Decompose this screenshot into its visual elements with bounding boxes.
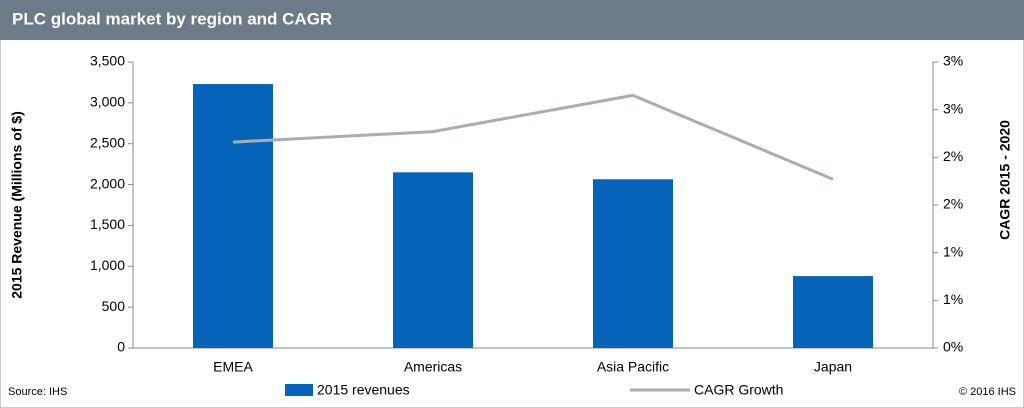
y2-tick-label: 3% (943, 100, 963, 116)
x-tick-label: Asia Pacific (597, 359, 669, 375)
y-axis-title: 2015 Revenue (Millions of $) (9, 111, 25, 299)
y2-axis-title: CAGR 2015 - 2020 (997, 120, 1013, 240)
y2-tick-label: 1% (943, 243, 963, 259)
y-tick-label: 2,000 (90, 175, 125, 191)
y2-tick-label: 2% (943, 196, 963, 212)
line (232, 93, 834, 181)
y-tick-label: 0 (117, 339, 125, 355)
x-tick-label: Americas (404, 359, 462, 375)
y-tick-label: 3,000 (90, 94, 125, 110)
x-tick-label: EMEA (213, 359, 253, 375)
legend-label: 2015 revenues (317, 382, 410, 398)
y2-tick-label: 3% (943, 53, 963, 69)
y2-tick-label: 0% (943, 339, 963, 355)
y-tick-label: 3,500 (90, 53, 125, 69)
y2-tick-label: 2% (943, 148, 963, 164)
y-tick-label: 2,500 (90, 134, 125, 150)
chart-title: PLC global market by region and CAGR (12, 9, 332, 28)
header-bar (0, 0, 1024, 40)
y2-tick-label: 1% (943, 291, 963, 307)
legend-label: CAGR Growth (694, 382, 783, 398)
bar (193, 84, 273, 348)
bar (593, 179, 673, 348)
y-tick-label: 1,000 (90, 257, 125, 273)
bar (793, 276, 873, 348)
y-tick-label: 1,500 (90, 216, 125, 232)
bar (393, 172, 473, 348)
legend-swatch (285, 384, 313, 396)
source-note: Source: IHS (8, 386, 67, 398)
x-tick-label: Japan (814, 359, 852, 375)
y-tick-label: 500 (102, 298, 126, 314)
copyright-note: © 2016 IHS (959, 386, 1016, 398)
